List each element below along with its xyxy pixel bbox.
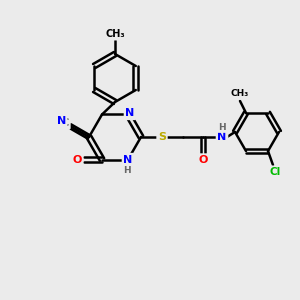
Text: O: O <box>198 155 208 165</box>
Text: CH₃: CH₃ <box>105 29 125 39</box>
Text: H: H <box>123 166 131 175</box>
Text: N: N <box>57 116 66 126</box>
Text: Cl: Cl <box>269 167 281 177</box>
Text: H: H <box>218 122 226 131</box>
Text: N: N <box>125 109 135 118</box>
Text: N: N <box>123 154 133 164</box>
Text: C: C <box>61 118 69 128</box>
Text: N: N <box>218 132 226 142</box>
Text: O: O <box>72 154 82 164</box>
Text: S: S <box>158 132 166 142</box>
Text: CH₃: CH₃ <box>231 89 249 98</box>
